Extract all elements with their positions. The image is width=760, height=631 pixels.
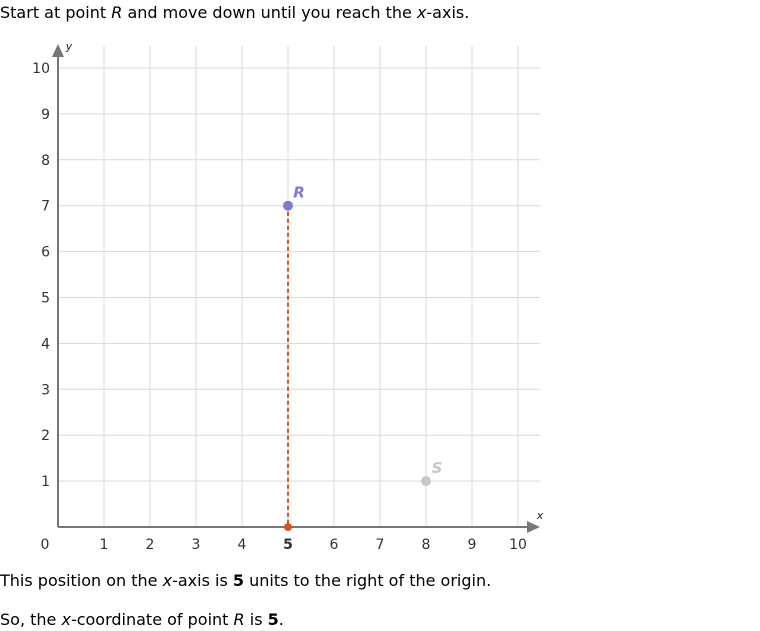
guide-axis-point [284,523,292,531]
point-r [283,200,293,211]
y-axis-label: y [65,40,73,53]
y-tick-label: 6 [41,245,50,261]
origin-label: 0 [41,537,50,553]
x-axis-label: x [536,509,544,522]
y-tick-label: 9 [41,107,50,123]
y-tick-label: 5 [41,291,50,307]
explanation-text: This position on the x-axis is 5 units t… [0,571,492,590]
x-tick-label-highlighted: 5 [283,537,293,553]
x-tick-label: 3 [192,537,201,553]
x-tick-label: 2 [146,537,155,553]
x-axis-arrow-icon [527,521,540,533]
x-tick-label: 1 [100,537,109,553]
conclusion-text: So, the x-coordinate of point R is 5. [0,610,284,629]
y-tick-label: 8 [41,153,50,169]
y-tick-label: 3 [41,382,50,398]
x-tick-label: 7 [376,537,385,553]
y-tick-label: 2 [41,428,50,444]
y-tick-label: 10 [32,61,50,77]
instruction-text: Start at point R and move down until you… [0,3,470,22]
y-tick-label: 4 [41,336,50,352]
x-tick-label: 9 [468,537,477,553]
x-tick-label: 6 [330,537,339,553]
point-label-s: S [432,459,443,477]
point-label-r: R [293,184,305,202]
x-tick-label: 4 [238,537,247,553]
y-tick-label: 7 [41,199,50,215]
x-tick-label: 10 [509,537,527,553]
y-tick-label: 1 [41,474,50,490]
y-axis-arrow-icon [52,44,64,57]
point-s [421,476,431,487]
x-tick-label: 8 [422,537,431,553]
